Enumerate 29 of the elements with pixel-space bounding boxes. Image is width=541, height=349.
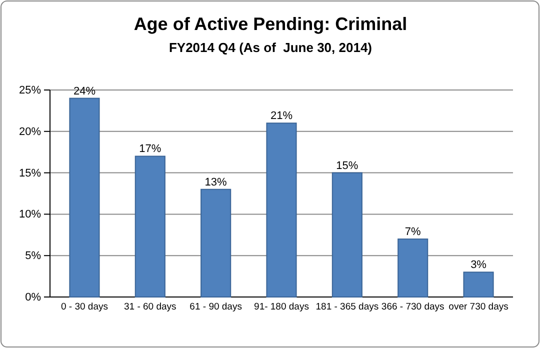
y-tick-label: 0%: [25, 292, 42, 304]
data-label: 24%: [73, 85, 96, 98]
chart-title: Age of Active Pending: Criminal: [134, 14, 408, 34]
y-tick-label: 15%: [18, 167, 42, 180]
y-tick-label: 20%: [18, 126, 42, 138]
x-tick-label: 61 - 90 days: [190, 302, 242, 312]
y-tick-label: 25%: [18, 84, 42, 97]
x-tick-label: 0 - 30 days: [60, 302, 108, 312]
data-label: 17%: [139, 143, 162, 156]
x-tick-label: over 730 days: [448, 302, 509, 312]
y-tick-label: 10%: [18, 208, 42, 221]
bar: [463, 272, 494, 298]
chart-subtitle: FY2014 Q4 (As of June 30, 2014): [168, 40, 372, 55]
data-label: 7%: [404, 226, 422, 238]
data-label: 15%: [336, 160, 358, 172]
bar: [266, 122, 297, 298]
bar: [134, 156, 166, 298]
data-label: 13%: [204, 176, 228, 188]
y-tick-label: 5%: [25, 250, 42, 262]
x-tick-label: 181 - 365 days: [316, 302, 379, 312]
x-tick-label: 91- 180 days: [254, 302, 310, 312]
bar: [200, 188, 232, 298]
x-tick-label: 31 - 60 days: [124, 302, 177, 312]
data-label: 3%: [470, 259, 487, 272]
bar: [398, 238, 428, 298]
bar: [332, 172, 362, 298]
bar: [69, 98, 100, 298]
x-tick-label: 366 - 730 days: [381, 302, 445, 312]
data-label: 21%: [270, 110, 293, 122]
